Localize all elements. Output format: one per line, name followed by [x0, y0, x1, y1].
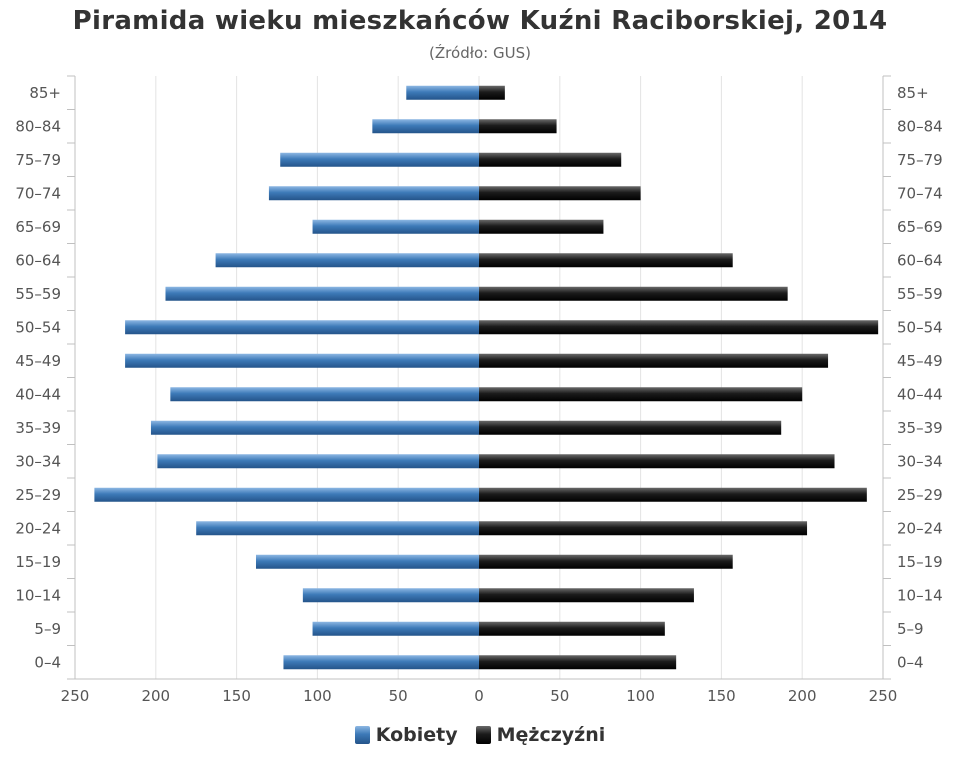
bar-mezczyzni[interactable] [479, 186, 641, 201]
y-tick-label-left: 60–64 [15, 251, 61, 269]
bar-kobiety[interactable] [283, 655, 479, 670]
bar-kobiety[interactable] [268, 186, 479, 201]
y-tick-label-left: 45–49 [15, 352, 61, 370]
x-tick-label: 250 [61, 687, 90, 705]
bar-kobiety[interactable] [302, 588, 479, 603]
y-tick-label-right: 80–84 [897, 117, 943, 135]
bar-mezczyzni[interactable] [479, 253, 733, 268]
chart-subtitle: (Źródło: GUS) [429, 44, 531, 62]
bar-kobiety[interactable] [157, 454, 479, 469]
y-tick-label-left: 20–24 [15, 519, 61, 537]
bar-mezczyzni[interactable] [479, 487, 867, 502]
y-tick-label-left: 0–4 [34, 653, 61, 671]
bar-mezczyzni[interactable] [479, 119, 557, 134]
bar-mezczyzni[interactable] [479, 521, 808, 536]
x-tick-label: 100 [626, 687, 655, 705]
y-tick-label-left: 5–9 [34, 620, 61, 638]
y-tick-label-left: 70–74 [15, 184, 61, 202]
bar-mezczyzni[interactable] [479, 655, 677, 670]
x-tick-label: 150 [707, 687, 736, 705]
y-tick-label-right: 75–79 [897, 151, 943, 169]
bar-kobiety[interactable] [94, 487, 479, 502]
y-tick-label-left: 30–34 [15, 452, 61, 470]
x-tick-label: 50 [550, 687, 569, 705]
y-tick-label-right: 85+ [897, 84, 929, 102]
bar-kobiety[interactable] [125, 320, 479, 335]
y-tick-label-left: 80–84 [15, 117, 61, 135]
y-tick-label-right: 50–54 [897, 318, 943, 336]
y-tick-label-right: 30–34 [897, 452, 943, 470]
legend-item-kobiety[interactable]: Kobiety [354, 724, 458, 746]
bar-kobiety[interactable] [312, 621, 479, 636]
y-tick-label-right: 55–59 [897, 285, 943, 303]
y-tick-label-left: 75–79 [15, 151, 61, 169]
bar-mezczyzni[interactable] [479, 621, 665, 636]
bar-kobiety[interactable] [280, 152, 479, 167]
y-tick-label-left: 85+ [29, 84, 61, 102]
legend: Kobiety Mężczyźni [0, 724, 960, 746]
y-tick-label-right: 15–19 [897, 553, 943, 571]
y-tick-label-right: 45–49 [897, 352, 943, 370]
bar-mezczyzni[interactable] [479, 85, 505, 100]
bar-kobiety[interactable] [372, 119, 479, 134]
y-tick-label-right: 25–29 [897, 486, 943, 504]
x-tick-label: 250 [869, 687, 898, 705]
bar-kobiety[interactable] [165, 286, 479, 301]
y-tick-label-left: 55–59 [15, 285, 61, 303]
y-tick-label-right: 10–14 [897, 586, 943, 604]
bar-kobiety[interactable] [406, 85, 479, 100]
bar-kobiety[interactable] [125, 353, 479, 368]
bar-kobiety[interactable] [170, 387, 479, 402]
bar-mezczyzni[interactable] [479, 454, 835, 469]
y-tick-label-left: 35–39 [15, 419, 61, 437]
y-tick-label-right: 65–69 [897, 218, 943, 236]
x-tick-label: 100 [303, 687, 332, 705]
bar-kobiety[interactable] [312, 219, 479, 234]
y-tick-label-left: 10–14 [15, 586, 61, 604]
bar-mezczyzni[interactable] [479, 320, 879, 335]
bar-mezczyzni[interactable] [479, 420, 782, 435]
y-tick-label-left: 50–54 [15, 318, 61, 336]
bar-mezczyzni[interactable] [479, 353, 829, 368]
x-tick-label: 150 [222, 687, 251, 705]
bar-kobiety[interactable] [215, 253, 480, 268]
y-tick-label-right: 20–24 [897, 519, 943, 537]
chart-title: Piramida wieku mieszkańców Kuźni Racibor… [72, 6, 888, 36]
y-tick-label-left: 25–29 [15, 486, 61, 504]
bar-mezczyzni[interactable] [479, 219, 604, 234]
y-tick-label-left: 40–44 [15, 385, 61, 403]
legend-swatch-kobiety [354, 726, 370, 744]
bar-kobiety[interactable] [255, 554, 479, 569]
bar-mezczyzni[interactable] [479, 152, 622, 167]
y-tick-label-right: 5–9 [897, 620, 924, 638]
y-tick-label-right: 0–4 [897, 653, 924, 671]
y-tick-label-right: 35–39 [897, 419, 943, 437]
bar-mezczyzni[interactable] [479, 554, 733, 569]
bar-mezczyzni[interactable] [479, 286, 788, 301]
legend-label-kobiety: Kobiety [375, 724, 458, 746]
y-tick-label-right: 40–44 [897, 385, 943, 403]
x-tick-label: 0 [474, 687, 484, 705]
y-tick-label-left: 65–69 [15, 218, 61, 236]
legend-swatch-mezczyzni [475, 726, 491, 744]
y-tick-label-left: 15–19 [15, 553, 61, 571]
y-tick-label-right: 70–74 [897, 184, 943, 202]
bar-kobiety[interactable] [196, 521, 479, 536]
legend-item-mezczyzni[interactable]: Mężczyźni [475, 724, 606, 746]
x-tick-label: 200 [141, 687, 170, 705]
bar-kobiety[interactable] [150, 420, 479, 435]
bar-mezczyzni[interactable] [479, 387, 803, 402]
x-tick-label: 50 [389, 687, 408, 705]
legend-label-mezczyzni: Mężczyźni [496, 724, 606, 746]
x-tick-label: 200 [788, 687, 817, 705]
bars [94, 85, 879, 670]
bar-mezczyzni[interactable] [479, 588, 694, 603]
y-tick-label-right: 60–64 [897, 251, 943, 269]
